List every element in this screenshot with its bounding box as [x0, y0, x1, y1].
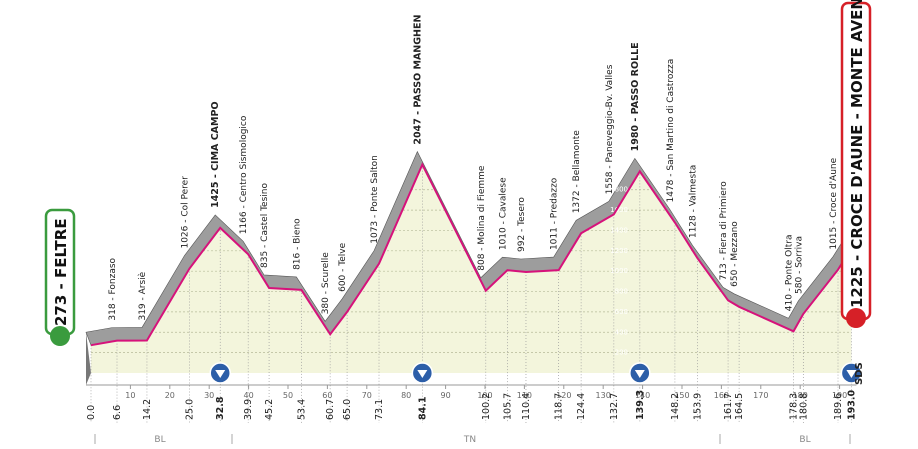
km-label: 178.3 [788, 393, 799, 420]
km-label: 193.0 [846, 390, 857, 420]
summit-arrow [417, 370, 428, 378]
waypoint-label: 380 - Scurelle [321, 252, 331, 315]
y-tick-label: 1800 [610, 186, 628, 194]
waypoint-label: 1478 - San Martino di Castrozza [666, 59, 676, 203]
start-box: 273 - FELTRE [44, 208, 76, 346]
waypoint-label: 1980 - PASSO ROLLE [630, 42, 641, 151]
x-tick-label: 130 [596, 391, 611, 400]
waypoint-label: 1073 - Ponte Salton [370, 155, 380, 244]
start-icon [50, 326, 70, 346]
km-label: 0.0 [86, 405, 97, 420]
km-label: 161.7 [723, 393, 734, 420]
km-label: 132.7 [609, 393, 620, 420]
y-tick-label: 800 [615, 288, 628, 296]
region: BL [799, 435, 810, 445]
km-label: 139.3 [635, 390, 646, 420]
x-tick-label: 70 [362, 391, 372, 400]
x-tick-label: 60 [322, 391, 332, 400]
waypoint-label: 1372 - Bellamonte [572, 130, 582, 214]
km-label: 25.0 [184, 399, 195, 420]
x-tick-label: 80 [401, 391, 411, 400]
finish-box: 1225 - CROCE D'AUNE - MONTE AVENA [840, 0, 872, 328]
y-tick-label: 1000 [610, 267, 628, 275]
km-label: 73.1 [374, 399, 385, 420]
x-tick-label: 170 [753, 391, 768, 400]
waypoint-label: 835 - Castel Tesino [260, 183, 270, 268]
x-tick-label: 90 [440, 391, 450, 400]
x-tick-label: 40 [244, 391, 254, 400]
profile-area [91, 164, 852, 373]
km-label: 100.2 [481, 393, 492, 420]
km-label: 53.4 [296, 399, 307, 420]
waypoint-label: 1166 - Centro Sismologico [239, 115, 249, 234]
x-tick-label: 20 [165, 391, 175, 400]
plot: 200 400 600 800 1000 1200 1400 1600 1800 10 20 30 40… [85, 15, 863, 423]
y-tick-label: 600 [615, 308, 628, 316]
waypoint-label: 1425 - CIMA CAMPO [210, 101, 221, 207]
finish-label: 1225 - CROCE D'AUNE - MONTE AVENA [848, 0, 866, 308]
waypoint-label: 650 - Mezzano [730, 221, 740, 287]
km-label: 84.1 [417, 397, 428, 420]
x-tick-label: 160 [714, 391, 729, 400]
km-label: 105.7 [502, 393, 513, 420]
waypoint-label: 600 - Telve [338, 242, 348, 291]
km-label: 189.6 [833, 393, 844, 420]
km-label: 14.2 [142, 399, 153, 420]
profile-line [90, 162, 853, 347]
km-label: 65.0 [342, 399, 353, 420]
x-tick-label: 180 [793, 391, 808, 400]
km-label: 148.2 [670, 393, 681, 420]
km-label: 180.8 [798, 393, 809, 420]
waypoint-label: 318 - Fonzaso [108, 257, 118, 320]
profile-base [86, 332, 91, 385]
x-tick-label: 140 [635, 391, 650, 400]
km-label: 153.9 [692, 393, 703, 420]
x-tick-label: 10 [125, 391, 135, 400]
x-tick-label: 50 [283, 391, 293, 400]
logo: SDS [854, 362, 865, 385]
km-label: 32.8 [215, 396, 226, 420]
km-label: 45.2 [264, 399, 275, 420]
waypoint-label: 713 - Fiera di Primiero [719, 181, 729, 281]
waypoint-label: 992 - Tesero [517, 197, 527, 252]
waypoint-label: 808 - Molina di Fiemme [477, 165, 487, 271]
y-tick-label: 1200 [610, 247, 628, 255]
region: TN [463, 435, 476, 445]
y-tick-label: 1400 [610, 226, 628, 234]
x-tick-label: 150 [674, 391, 689, 400]
y-tick-label: 200 [615, 349, 628, 357]
x-tick-label: 190 [832, 391, 847, 400]
km-label: 164.5 [734, 393, 745, 420]
km-label: 124.4 [576, 393, 587, 420]
summit-arrow [846, 370, 857, 378]
waypoint-label: 580 - Sorriva [794, 236, 804, 294]
waypoint-label: 1026 - Col Perer [180, 176, 190, 249]
waypoint-label: 816 - Bieno [292, 218, 302, 270]
waypoint-label: 1011 - Predazzo [550, 177, 560, 250]
x-tick-label: 100 [477, 391, 492, 400]
start-label: 273 - FELTRE [52, 218, 70, 326]
km-label: 6.6 [112, 405, 123, 420]
waypoint-label: 2047 - PASSO MANGHEN [412, 15, 423, 145]
waypoint-label: 1128 - Valmesta [688, 165, 698, 238]
waypoint-label: 410 - Ponte Oltra [784, 235, 794, 312]
region: BL [154, 435, 165, 445]
x-tick-label: 120 [556, 391, 571, 400]
x-tick-label: 110 [517, 391, 532, 400]
km-label: 39.9 [243, 399, 254, 420]
km-label: 118.7 [554, 393, 565, 420]
km-label: 110.4 [521, 393, 532, 420]
waypoint-label: 319 - Arsiè [137, 271, 148, 320]
summit-arrow [634, 370, 645, 378]
waypoint-label: 1558 - Paneveggio-Bv. Valles [605, 64, 615, 194]
x-tick-label: 30 [204, 391, 214, 400]
y-tick-label: 1600 [610, 206, 628, 214]
waypoint-label: 1015 - Croce d'Aune [829, 157, 839, 249]
km-label: 60.7 [325, 399, 336, 420]
finish-icon [846, 308, 866, 328]
summit-arrow [215, 370, 226, 378]
y-tick-label: 400 [615, 328, 628, 336]
waypoint-label: 1010 - Cavalese [498, 177, 508, 250]
